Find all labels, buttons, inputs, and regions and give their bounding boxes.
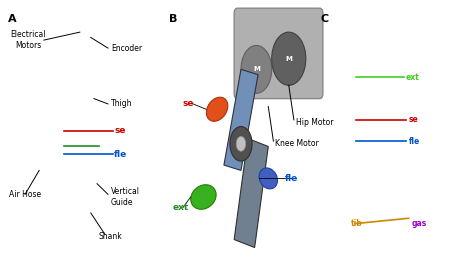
Text: Vertical
Guide: Vertical Guide [111,187,140,207]
Text: Hip Motor: Hip Motor [296,118,333,127]
FancyBboxPatch shape [234,8,323,99]
Ellipse shape [259,168,277,189]
Text: fle: fle [114,150,128,159]
Text: A: A [8,14,17,24]
Text: M: M [253,66,260,72]
Circle shape [272,32,306,85]
Text: se: se [114,126,126,135]
Circle shape [236,136,246,151]
Ellipse shape [206,97,228,121]
Text: B: B [169,14,178,24]
Ellipse shape [191,185,216,209]
Polygon shape [234,138,268,248]
Text: se: se [409,116,419,124]
Text: gas: gas [411,219,427,228]
Text: ext: ext [173,203,189,212]
Text: Knee Motor: Knee Motor [275,139,319,148]
Text: Air Hose: Air Hose [9,190,42,199]
Text: Electrical
Motors: Electrical Motors [10,30,46,50]
Text: Encoder: Encoder [111,43,142,53]
Text: M: M [285,56,292,62]
Text: C: C [320,14,329,24]
Circle shape [230,127,252,161]
Text: ext: ext [406,73,419,82]
Polygon shape [224,69,258,170]
Text: fle: fle [409,137,420,146]
Text: Thigh: Thigh [111,99,133,108]
Text: tib: tib [351,219,363,228]
Circle shape [241,45,272,93]
Text: Shank: Shank [99,232,122,241]
Text: se: se [183,99,194,108]
Text: fle: fle [285,174,299,183]
